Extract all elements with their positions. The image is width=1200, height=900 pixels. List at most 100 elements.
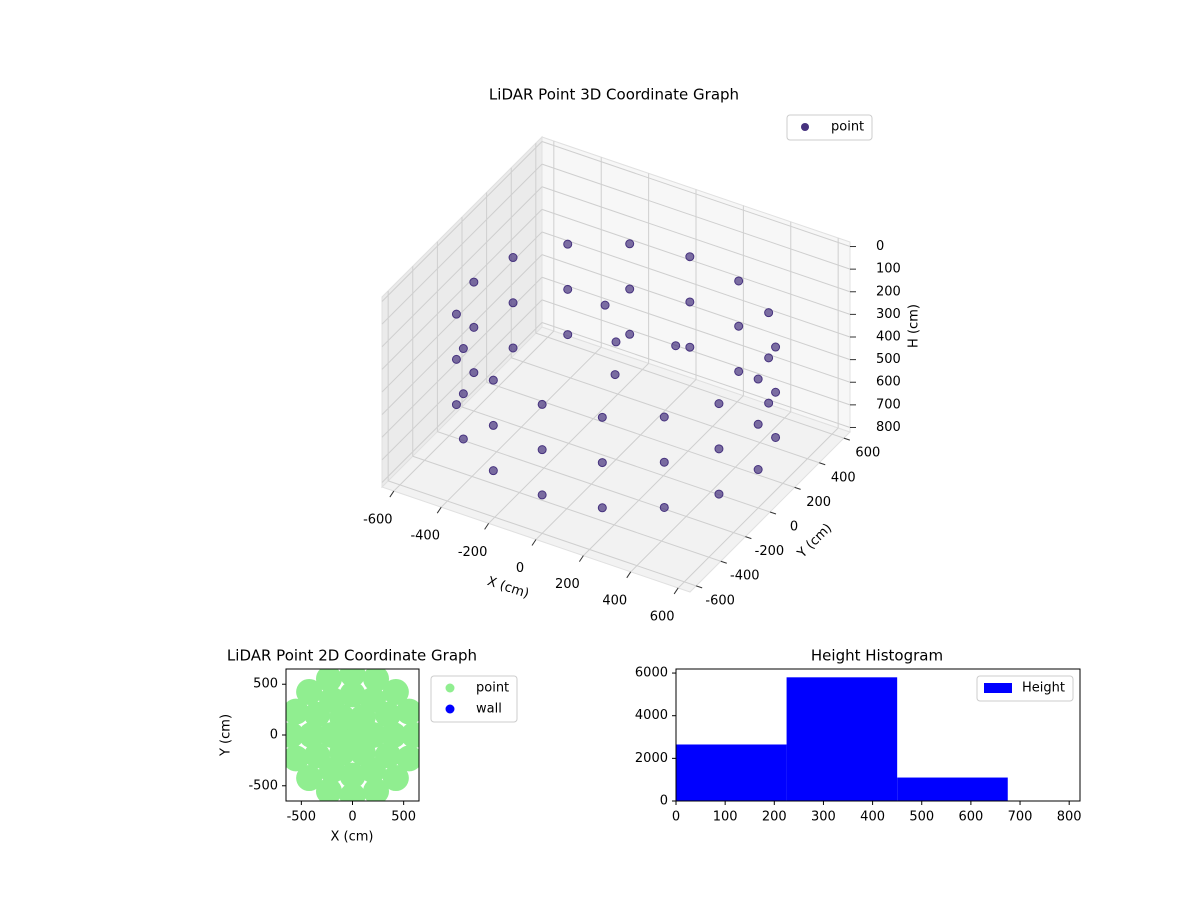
z-tick-label: 200 [876,284,901,299]
y-tick-label: -500 [248,778,278,793]
point [563,239,573,249]
point [610,370,620,380]
point [315,669,342,692]
y-tick [819,462,826,466]
point [753,419,763,429]
grid-line [381,299,543,461]
grid-line [381,186,543,348]
legend-label: point [476,681,509,696]
point [771,387,781,397]
z-axis-label: H (cm) [907,304,922,348]
x-tick [389,490,395,498]
legend-marker [445,704,455,714]
x-tick-label: 100 [713,810,738,825]
grid-line [437,431,746,538]
point [488,375,498,385]
x-tick-label: -600 [363,513,393,528]
chart-title: Height Histogram [811,647,943,665]
point [380,722,407,748]
bar [676,744,787,801]
y-tick-label: -400 [730,569,760,584]
bar [897,777,1008,801]
x-tick [673,587,679,595]
point [771,432,781,442]
legend-label: wall [476,702,502,717]
point [753,465,763,475]
point [685,297,695,307]
grid-line [511,357,820,464]
z-tick-label: 400 [876,330,901,345]
x-tick-label: 800 [1057,810,1082,825]
x-axis-label: X (cm) [485,574,531,602]
point [286,722,305,748]
grid-line [541,163,851,270]
z-tick-label: 800 [876,420,901,435]
point [298,722,325,748]
grid-line [381,209,543,370]
y-tick [695,585,703,589]
grid-line [541,208,851,315]
point [508,343,518,353]
point [508,298,518,308]
grid-line [412,455,721,562]
x-tick-label: 0 [516,561,524,576]
point [714,444,724,454]
grid-line [541,231,851,338]
point [597,503,607,513]
point [488,466,498,476]
legend-marker [445,683,455,693]
point [625,329,635,339]
bar [786,677,898,801]
z-tick-label: 0 [876,239,884,254]
point [659,457,669,467]
legend-marker [801,123,809,131]
plot-area [676,677,1008,801]
grid-line [541,186,851,293]
x-tick-label: -200 [458,545,488,560]
point [659,412,669,422]
point [764,308,774,318]
grid-line [381,163,543,325]
y-tick [794,486,801,490]
point [339,782,366,801]
point [374,742,401,769]
point [396,745,419,772]
point [764,353,774,363]
y-tick-label: 500 [253,677,278,692]
y-tick [769,511,777,515]
chart-title: LiDAR Point 2D Coordinate Graph [227,647,477,665]
y-tick-label: -600 [705,593,735,608]
grid-line [541,276,851,383]
point [659,502,669,512]
x-tick [484,523,490,530]
point [382,765,409,792]
point [451,400,461,410]
x-tick [578,555,584,562]
point [671,341,681,351]
point [458,344,468,354]
y-tick-label: 0 [270,728,278,743]
point [339,762,366,789]
x-tick-label: 0 [672,810,680,825]
point [315,778,342,801]
x-tick-label: 400 [860,810,885,825]
point [537,445,547,455]
point [458,389,468,399]
y-tick-label: 400 [831,470,856,485]
grid-line [541,254,851,361]
point [771,342,781,352]
point [597,458,607,468]
point [714,489,724,499]
x-tick [531,539,537,546]
point [451,309,461,319]
point [339,669,366,688]
chart-title: LiDAR Point 3D Coordinate Graph [489,86,739,104]
point [359,686,386,713]
x-tick [436,506,442,514]
grid-line [541,299,851,406]
x-tick [626,571,632,579]
point [508,253,518,263]
axes-frame [675,668,1081,802]
point [458,434,468,444]
